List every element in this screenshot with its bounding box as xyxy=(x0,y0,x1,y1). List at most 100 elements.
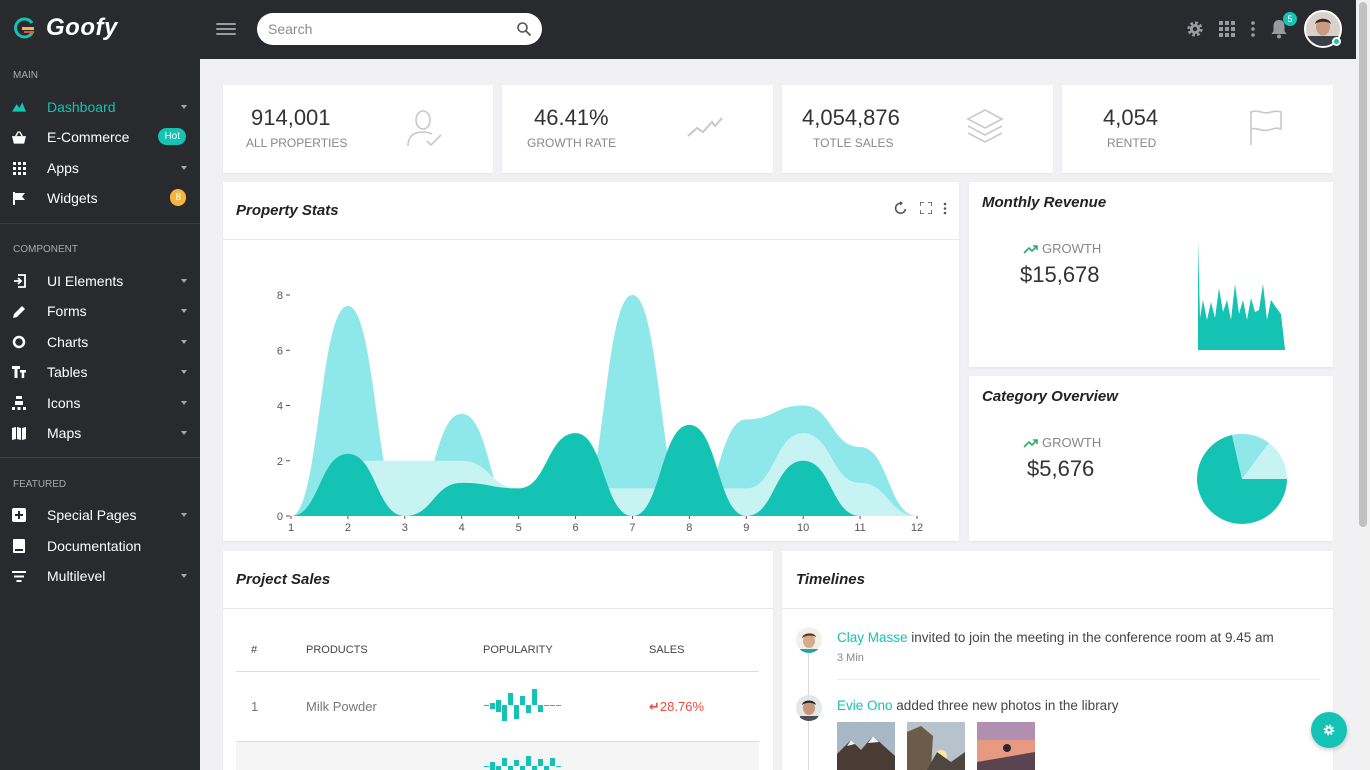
trend-up-icon xyxy=(1023,438,1038,448)
project-sales-card: Project Sales # PRODUCTS POPULARITY SALE… xyxy=(223,551,773,770)
goofy-logo-icon xyxy=(14,17,35,39)
y-axis-tick-label: 2 xyxy=(277,456,283,468)
stat-card-rented: 4,054 RENTED xyxy=(1062,85,1333,173)
library-photo-mountain[interactable] xyxy=(837,722,895,770)
trend-icon xyxy=(687,117,723,137)
brand[interactable]: Goofy xyxy=(12,14,118,42)
sidebar-divider xyxy=(0,223,200,224)
y-axis-tick-label: 6 xyxy=(277,345,283,357)
dashboard-icon xyxy=(12,100,26,114)
category-value: $5,676 xyxy=(1027,456,1095,481)
sidebar-item-label: Apps xyxy=(47,160,79,176)
menu-toggle-icon[interactable] xyxy=(216,20,236,40)
timeline-message: added three new photos in the library xyxy=(896,698,1119,713)
table-icon xyxy=(12,365,26,379)
settings-gear-icon xyxy=(1323,724,1335,736)
sidebar-item-ui-elements[interactable]: UI Elements xyxy=(0,266,200,296)
card-divider xyxy=(223,239,959,240)
category-pie-chart xyxy=(1197,434,1287,524)
sidebar-item-label: Widgets xyxy=(47,190,98,206)
column-header-number: # xyxy=(251,644,258,656)
chevron-down-icon xyxy=(181,309,187,313)
card-divider xyxy=(223,608,773,609)
fullscreen-icon[interactable] xyxy=(920,202,932,214)
timeline-user-link[interactable]: Clay Masse xyxy=(837,630,908,645)
chevron-down-icon xyxy=(181,166,187,170)
sidebar-item-icons[interactable]: Icons xyxy=(0,388,200,418)
login-icon xyxy=(12,274,26,288)
timeline-text: Clay Masse invited to join the meeting i… xyxy=(837,630,1274,645)
y-axis-tick-label: 0 xyxy=(277,511,283,523)
stat-label: ALL PROPERTIES xyxy=(246,136,348,150)
donut-icon xyxy=(12,335,26,349)
top-icons: 5 xyxy=(1174,10,1342,48)
growth-label: GROWTH xyxy=(1023,435,1101,450)
notification-bell-icon[interactable]: 5 xyxy=(1268,12,1297,40)
library-photo-sunrise[interactable] xyxy=(907,722,965,770)
property-stats-card: Property Stats 0 2 4 6 8 1 2 3 4 5 6 7 8 9 10 11 12 xyxy=(223,182,959,541)
sidebar-section-main: MAIN xyxy=(13,70,38,81)
layers-icon xyxy=(966,109,1004,143)
sidebar-item-tables[interactable]: Tables xyxy=(0,357,200,387)
sidebar-item-ecommerce[interactable]: E-Commerce Hot xyxy=(0,122,200,152)
sidebar-item-multilevel[interactable]: Multilevel xyxy=(0,561,200,591)
sidebar-item-dashboard[interactable]: Dashboard xyxy=(0,92,200,122)
chevron-down-icon xyxy=(181,401,187,405)
apps-icon xyxy=(12,161,26,175)
card-title: Monthly Revenue xyxy=(982,194,1107,211)
popularity-sparkbar xyxy=(484,689,561,721)
map-icon xyxy=(12,426,26,440)
chevron-down-icon xyxy=(181,279,187,283)
timeline-text: Evie Ono added three new photos in the l… xyxy=(837,698,1118,713)
page-scrollbar[interactable] xyxy=(1356,0,1370,770)
settings-gear-icon[interactable] xyxy=(1184,18,1206,40)
sidebar-item-charts[interactable]: Charts xyxy=(0,327,200,357)
more-vertical-icon[interactable] xyxy=(943,202,947,215)
timeline-user-link[interactable]: Evie Ono xyxy=(837,698,893,713)
stat-value: 46.41% xyxy=(534,105,609,130)
sidebar-item-label: Icons xyxy=(47,395,81,411)
sidebar-item-label: UI Elements xyxy=(47,273,124,289)
settings-fab-button[interactable] xyxy=(1311,712,1347,748)
sidebar-item-forms[interactable]: Forms xyxy=(0,296,200,326)
row-sales: ↵28.76% xyxy=(649,699,704,715)
sidebar-item-documentation[interactable]: Documentation xyxy=(0,531,200,561)
timeline-message: invited to join the meeting in the confe… xyxy=(911,630,1274,645)
chart-series-area-3 xyxy=(291,424,917,516)
chevron-down-icon xyxy=(181,513,187,517)
column-header-popularity: POPULARITY xyxy=(483,644,553,656)
book-icon xyxy=(12,539,26,553)
x-axis-tick-label: 4 xyxy=(459,522,465,534)
scrollbar-thumb[interactable] xyxy=(1359,2,1367,527)
card-title: Timelines xyxy=(796,571,865,588)
sidebar-item-special-pages[interactable]: Special Pages xyxy=(0,500,200,530)
avatar[interactable] xyxy=(796,695,822,721)
chevron-down-icon xyxy=(181,431,187,435)
column-header-products: PRODUCTS xyxy=(306,644,368,656)
more-vertical-icon[interactable] xyxy=(1248,18,1258,40)
search-input[interactable] xyxy=(257,13,497,45)
y-axis-tick-label: 4 xyxy=(277,401,283,413)
basket-icon xyxy=(12,130,26,144)
refresh-icon[interactable] xyxy=(894,201,908,215)
x-axis-tick-label: 11 xyxy=(854,522,865,534)
sidebar-item-apps[interactable]: Apps xyxy=(0,153,200,183)
user-avatar[interactable] xyxy=(1304,10,1342,48)
sidebar-item-widgets[interactable]: Widgets 8 xyxy=(0,183,200,213)
flag-icon xyxy=(12,191,26,205)
search-icon[interactable] xyxy=(516,21,532,37)
sidebar-item-label: Dashboard xyxy=(47,99,116,115)
x-axis-tick-label: 9 xyxy=(743,522,749,534)
avatar[interactable] xyxy=(796,627,822,653)
library-photo-sunset[interactable] xyxy=(977,722,1035,770)
chevron-down-icon xyxy=(181,574,187,578)
timeline-divider xyxy=(837,679,1320,680)
stat-card-properties: 914,001 ALL PROPERTIES xyxy=(223,85,493,173)
apps-grid-icon[interactable] xyxy=(1216,18,1238,40)
stat-label: TOTLE SALES xyxy=(813,136,894,150)
popularity-sparkbar xyxy=(484,756,561,770)
column-header-sales: SALES xyxy=(649,644,685,656)
category-overview-card: Category Overview GROWTH $5,676 xyxy=(969,376,1333,541)
sidebar-item-maps[interactable]: Maps xyxy=(0,418,200,448)
flag-outline-icon xyxy=(1250,110,1282,145)
